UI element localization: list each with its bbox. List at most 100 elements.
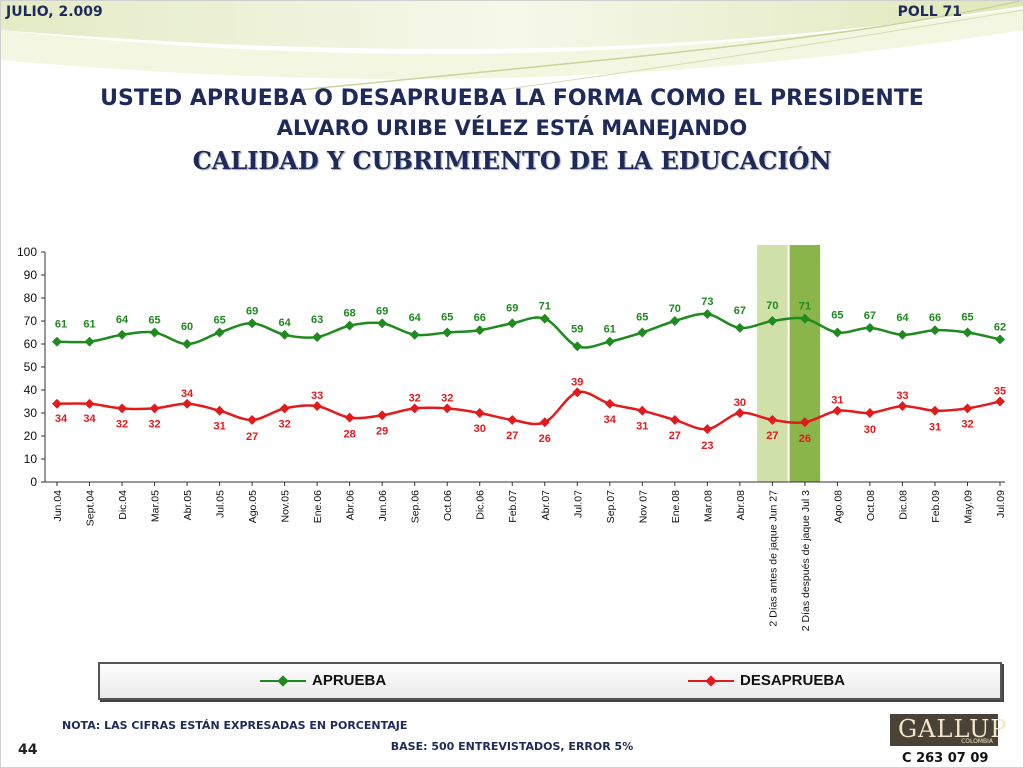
data-label-aprueba: 70 [766,300,778,312]
legend-marker-aprueba [260,674,306,688]
x-tick-label: Sept.04 [85,490,97,526]
data-label-desaprueba: 33 [311,390,323,402]
data-point-desaprueba [344,412,355,423]
y-tick-label: 40 [24,383,38,397]
data-label-aprueba: 68 [344,308,356,320]
data-point-desaprueba [377,410,388,421]
data-point-aprueba [182,339,193,349]
data-label-aprueba: 65 [441,312,453,324]
x-tick-label: Dic.06 [475,490,487,520]
series-line-desaprueba [56,390,1001,431]
data-point-aprueba [539,313,550,324]
x-tick-label: Abr.07 [540,490,552,521]
data-point-aprueba [279,329,290,340]
sample-base: BASE: 500 ENTREVISTADOS, ERROR 5% [390,740,634,753]
data-label-aprueba: 73 [701,296,713,308]
data-point-aprueba [312,332,323,343]
data-label-desaprueba: 30 [864,424,876,436]
logo-text: GALLUP [898,715,1008,743]
data-point-aprueba [930,325,940,336]
x-tick-label: Oct.06 [442,490,454,521]
data-point-aprueba [897,329,908,340]
data-label-aprueba: 71 [799,301,811,313]
y-tick-label: 90 [24,268,38,282]
data-point-aprueba [702,309,713,320]
data-point-aprueba [864,322,875,333]
data-label-desaprueba: 27 [669,430,681,442]
data-point-desaprueba [507,414,518,425]
data-point-aprueba [149,327,160,338]
data-point-desaprueba [149,403,160,414]
x-tick-label: Mar.08 [702,490,714,522]
y-tick-label: 10 [24,452,38,466]
data-label-aprueba: 64 [409,312,422,324]
x-tick-label: Ago.05 [247,490,259,523]
gallup-logo: GALLUP COLOMBIA [890,714,1006,746]
note-percentages: NOTA: LAS CIFRAS ESTÁN EXPRESADAS EN POR… [62,719,408,732]
data-point-desaprueba [117,403,127,414]
data-label-desaprueba: 32 [961,418,973,430]
data-point-aprueba [52,336,62,347]
x-tick-label: Ene.06 [312,490,324,523]
data-label-aprueba: 69 [376,305,388,317]
data-label-aprueba: 67 [734,305,746,317]
x-tick-label: Jun.04 [52,490,64,522]
data-point-desaprueba [247,414,258,425]
highlight-band [789,245,821,482]
data-label-desaprueba: 28 [344,429,356,441]
x-tick-label: Dic.04 [117,490,129,520]
data-label-desaprueba: 29 [376,425,388,437]
data-label-desaprueba: 34 [83,413,96,425]
data-point-aprueba [572,341,583,352]
chart-legend: APRUEBA DESAPRUEBA [98,662,1002,700]
legend-item-aprueba: APRUEBA [260,672,386,689]
y-tick-label: 100 [17,245,37,259]
y-tick-label: 50 [24,360,38,374]
data-label-aprueba: 65 [961,312,973,324]
data-label-desaprueba: 32 [441,392,453,404]
data-point-desaprueba [539,417,550,428]
data-point-desaprueba [604,398,615,409]
series-line-aprueba [56,312,1001,349]
data-label-desaprueba: 32 [409,392,421,404]
x-tick-label: Nov.05 [280,490,292,523]
data-point-desaprueba [734,408,745,418]
data-label-aprueba: 61 [55,319,67,331]
data-point-aprueba [669,316,680,326]
x-tick-label: Sep.06 [410,490,422,523]
data-label-aprueba: 67 [864,310,876,322]
data-label-aprueba: 69 [246,305,258,317]
title-line-1: USTED APRUEBA O DESAPRUEBA LA FORMA COMO… [100,86,924,111]
data-label-desaprueba: 34 [604,414,617,426]
data-point-aprueba [507,318,518,329]
data-label-desaprueba: 23 [701,440,713,452]
x-tick-label: Jul.07 [572,490,584,518]
x-tick-label: Feb.09 [930,490,942,523]
data-point-desaprueba [930,405,940,416]
data-point-desaprueba [442,403,453,414]
x-tick-label: Mar.05 [150,490,162,522]
data-point-aprueba [637,327,648,338]
report-date: JULIO, 2.009 [6,4,103,20]
data-label-aprueba: 66 [929,312,941,324]
data-point-desaprueba [52,398,62,409]
x-tick-label: Sep.07 [605,490,617,523]
y-tick-label: 0 [30,475,37,489]
data-label-aprueba: 65 [213,315,225,327]
data-point-aprueba [962,327,973,338]
data-label-aprueba: 60 [181,321,193,333]
y-tick-label: 30 [24,406,38,420]
y-tick-label: 70 [24,314,38,328]
legend-marker-desaprueba [688,674,734,688]
data-label-desaprueba: 27 [506,430,518,442]
data-point-aprueba [799,313,810,324]
data-point-aprueba [117,329,127,340]
data-label-desaprueba: 30 [734,397,746,409]
data-point-aprueba [247,318,258,329]
data-point-desaprueba [84,398,95,409]
data-point-aprueba [377,318,388,329]
x-tick-label: Dic.08 [897,490,909,520]
x-tick-label: 2 Días antes de jaque Jun 27 [767,490,779,627]
data-point-aprueba [995,334,1005,345]
data-point-aprueba [214,327,225,338]
